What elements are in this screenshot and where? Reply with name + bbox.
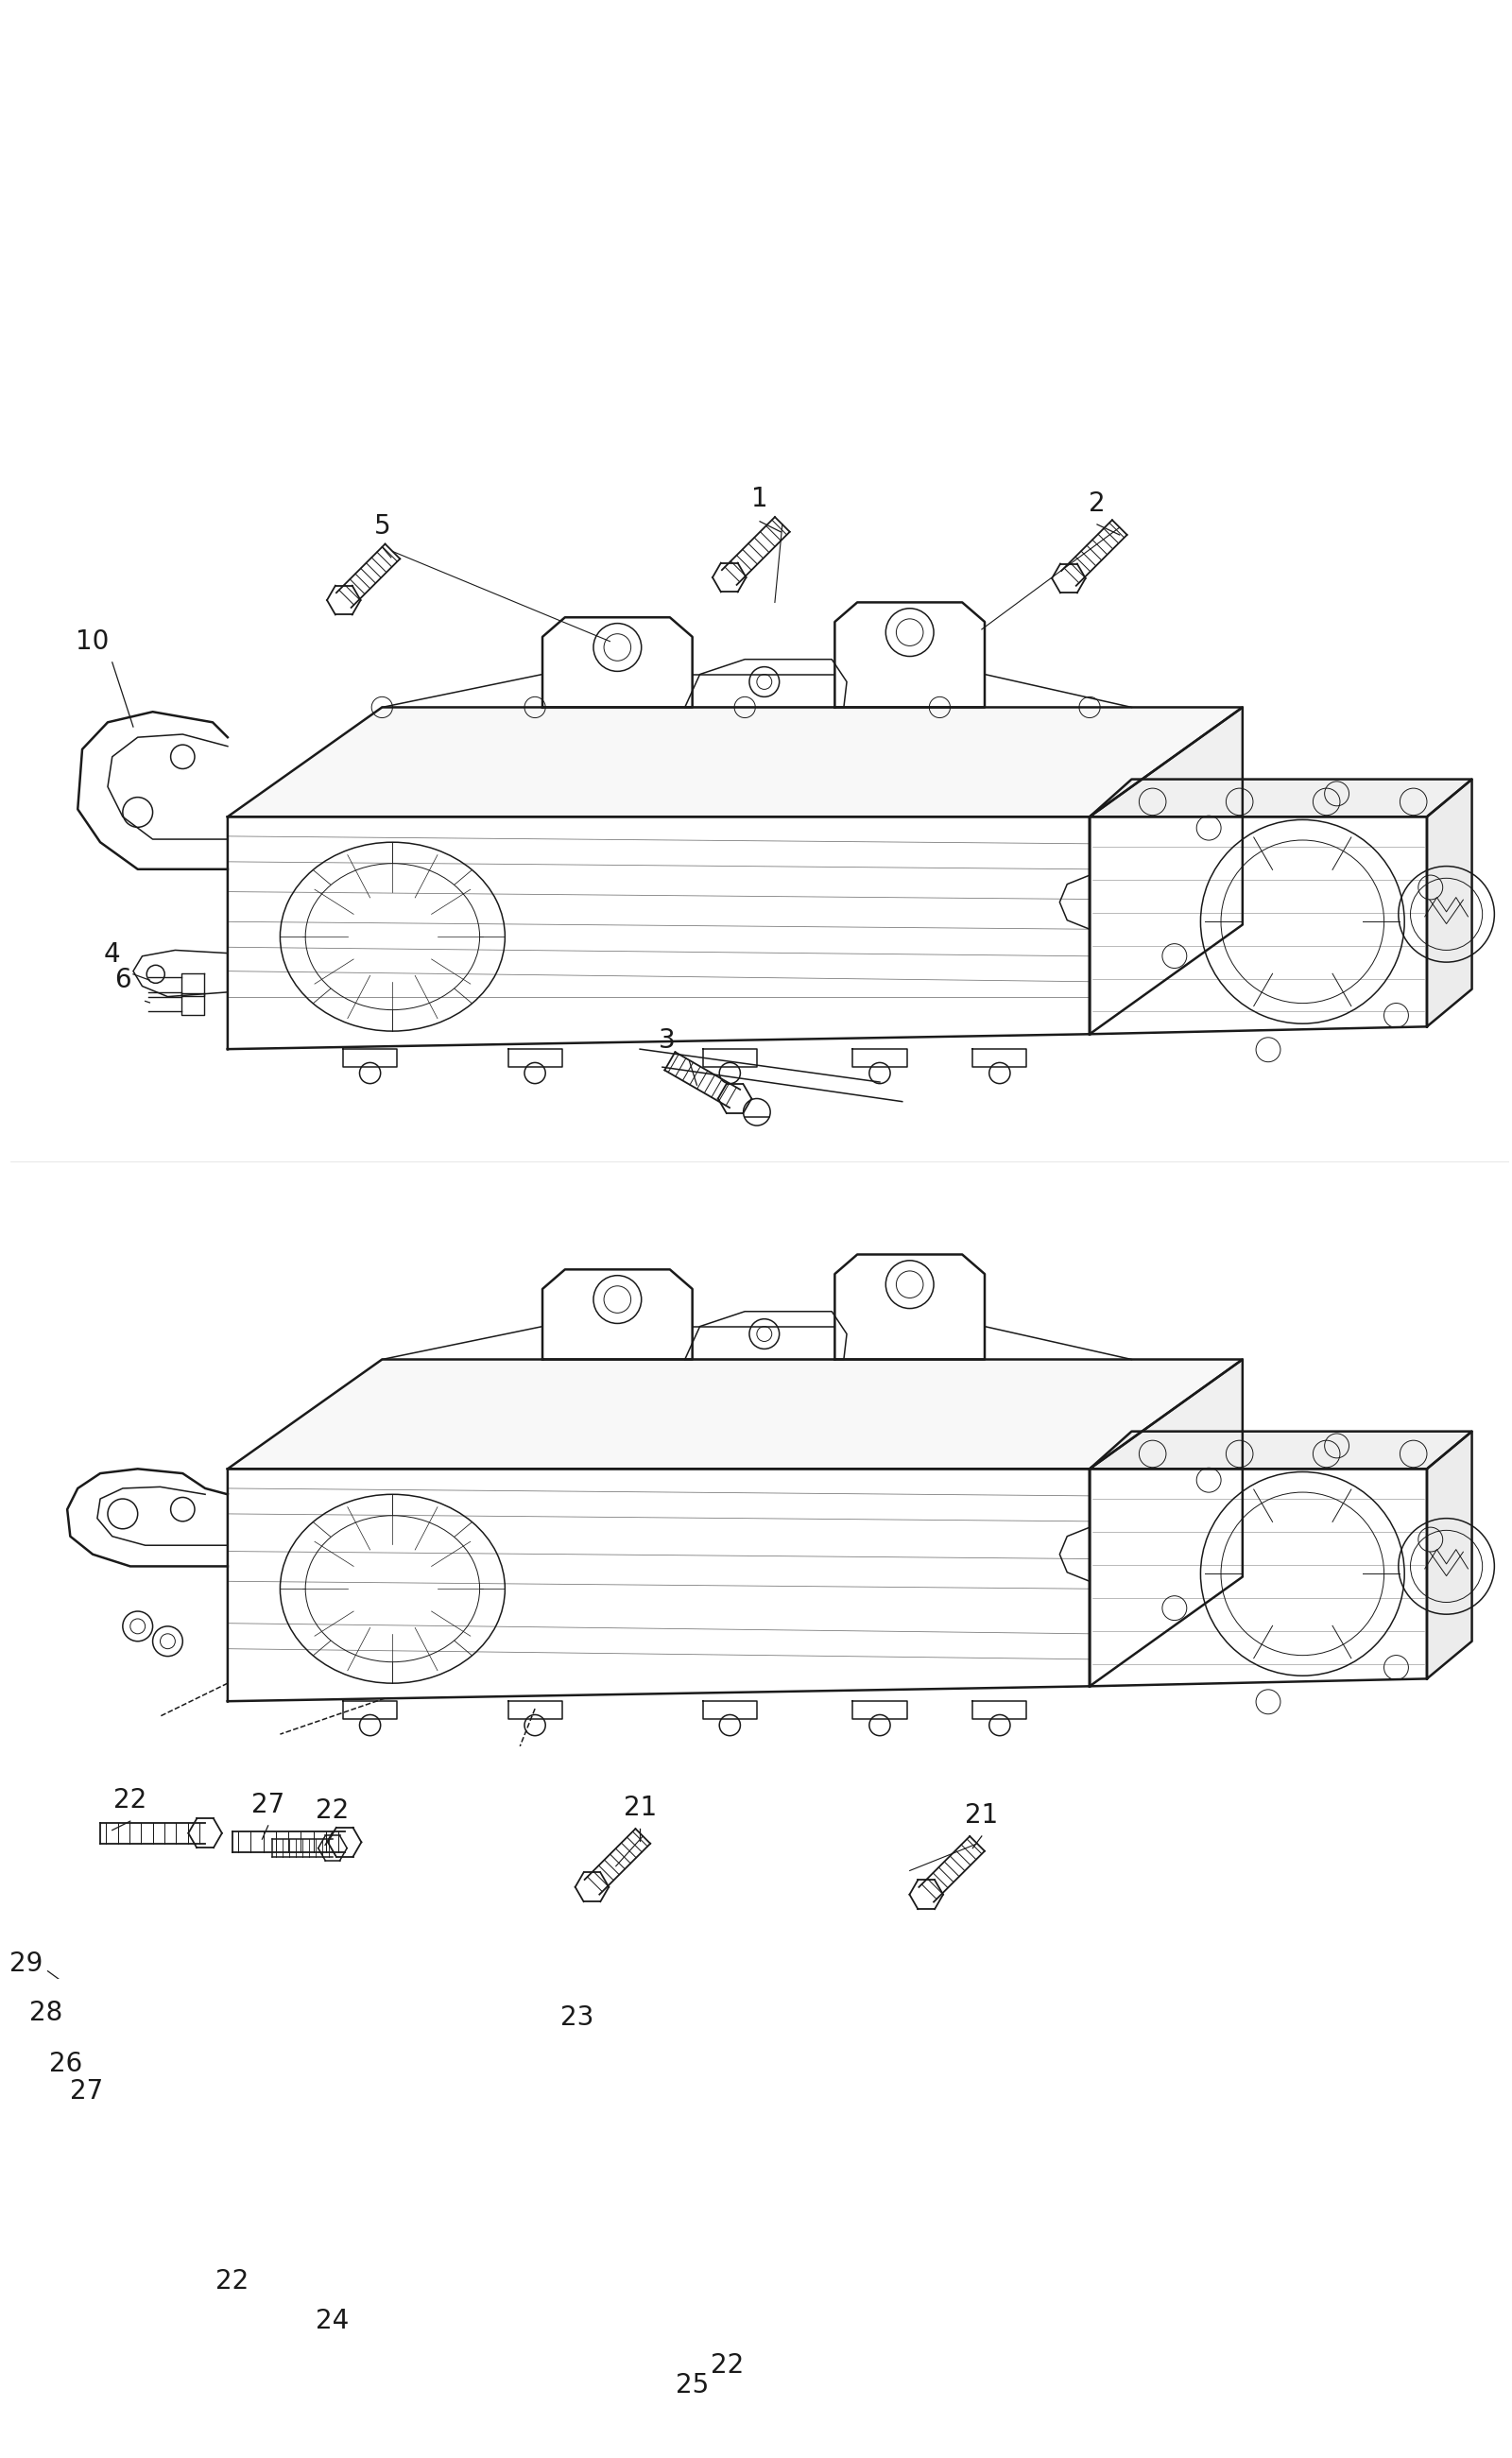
Text: 22: 22 [711, 2352, 744, 2379]
Text: 24: 24 [316, 2308, 349, 2333]
Text: 22: 22 [113, 1787, 147, 1814]
Text: 22: 22 [216, 2269, 249, 2296]
Polygon shape [228, 1359, 1243, 1470]
Polygon shape [228, 816, 1090, 1050]
Text: 3: 3 [659, 1027, 676, 1054]
Polygon shape [1427, 1431, 1471, 1679]
Text: 6: 6 [115, 966, 132, 993]
Text: 21: 21 [965, 1802, 998, 1829]
Text: 2: 2 [1089, 492, 1105, 516]
Text: 10: 10 [76, 629, 109, 654]
Polygon shape [1090, 1431, 1471, 1470]
Text: 29: 29 [9, 1949, 44, 1976]
Polygon shape [1090, 708, 1243, 1035]
Text: 27: 27 [251, 1792, 284, 1819]
Polygon shape [1090, 779, 1471, 816]
Text: 28: 28 [29, 2001, 62, 2025]
Text: 4: 4 [104, 941, 121, 968]
Polygon shape [1090, 1359, 1243, 1686]
Polygon shape [228, 708, 1243, 816]
Polygon shape [1090, 816, 1427, 1035]
Text: 21: 21 [623, 1794, 656, 1821]
Text: 27: 27 [70, 2077, 103, 2104]
Text: 5: 5 [373, 514, 390, 538]
Polygon shape [228, 1470, 1090, 1701]
Text: 25: 25 [676, 2372, 709, 2399]
Text: 22: 22 [316, 1797, 349, 1824]
Polygon shape [1090, 1470, 1427, 1686]
Polygon shape [1427, 779, 1471, 1027]
Text: 26: 26 [48, 2050, 82, 2077]
Text: 23: 23 [561, 2006, 594, 2030]
Text: 1: 1 [751, 487, 768, 511]
